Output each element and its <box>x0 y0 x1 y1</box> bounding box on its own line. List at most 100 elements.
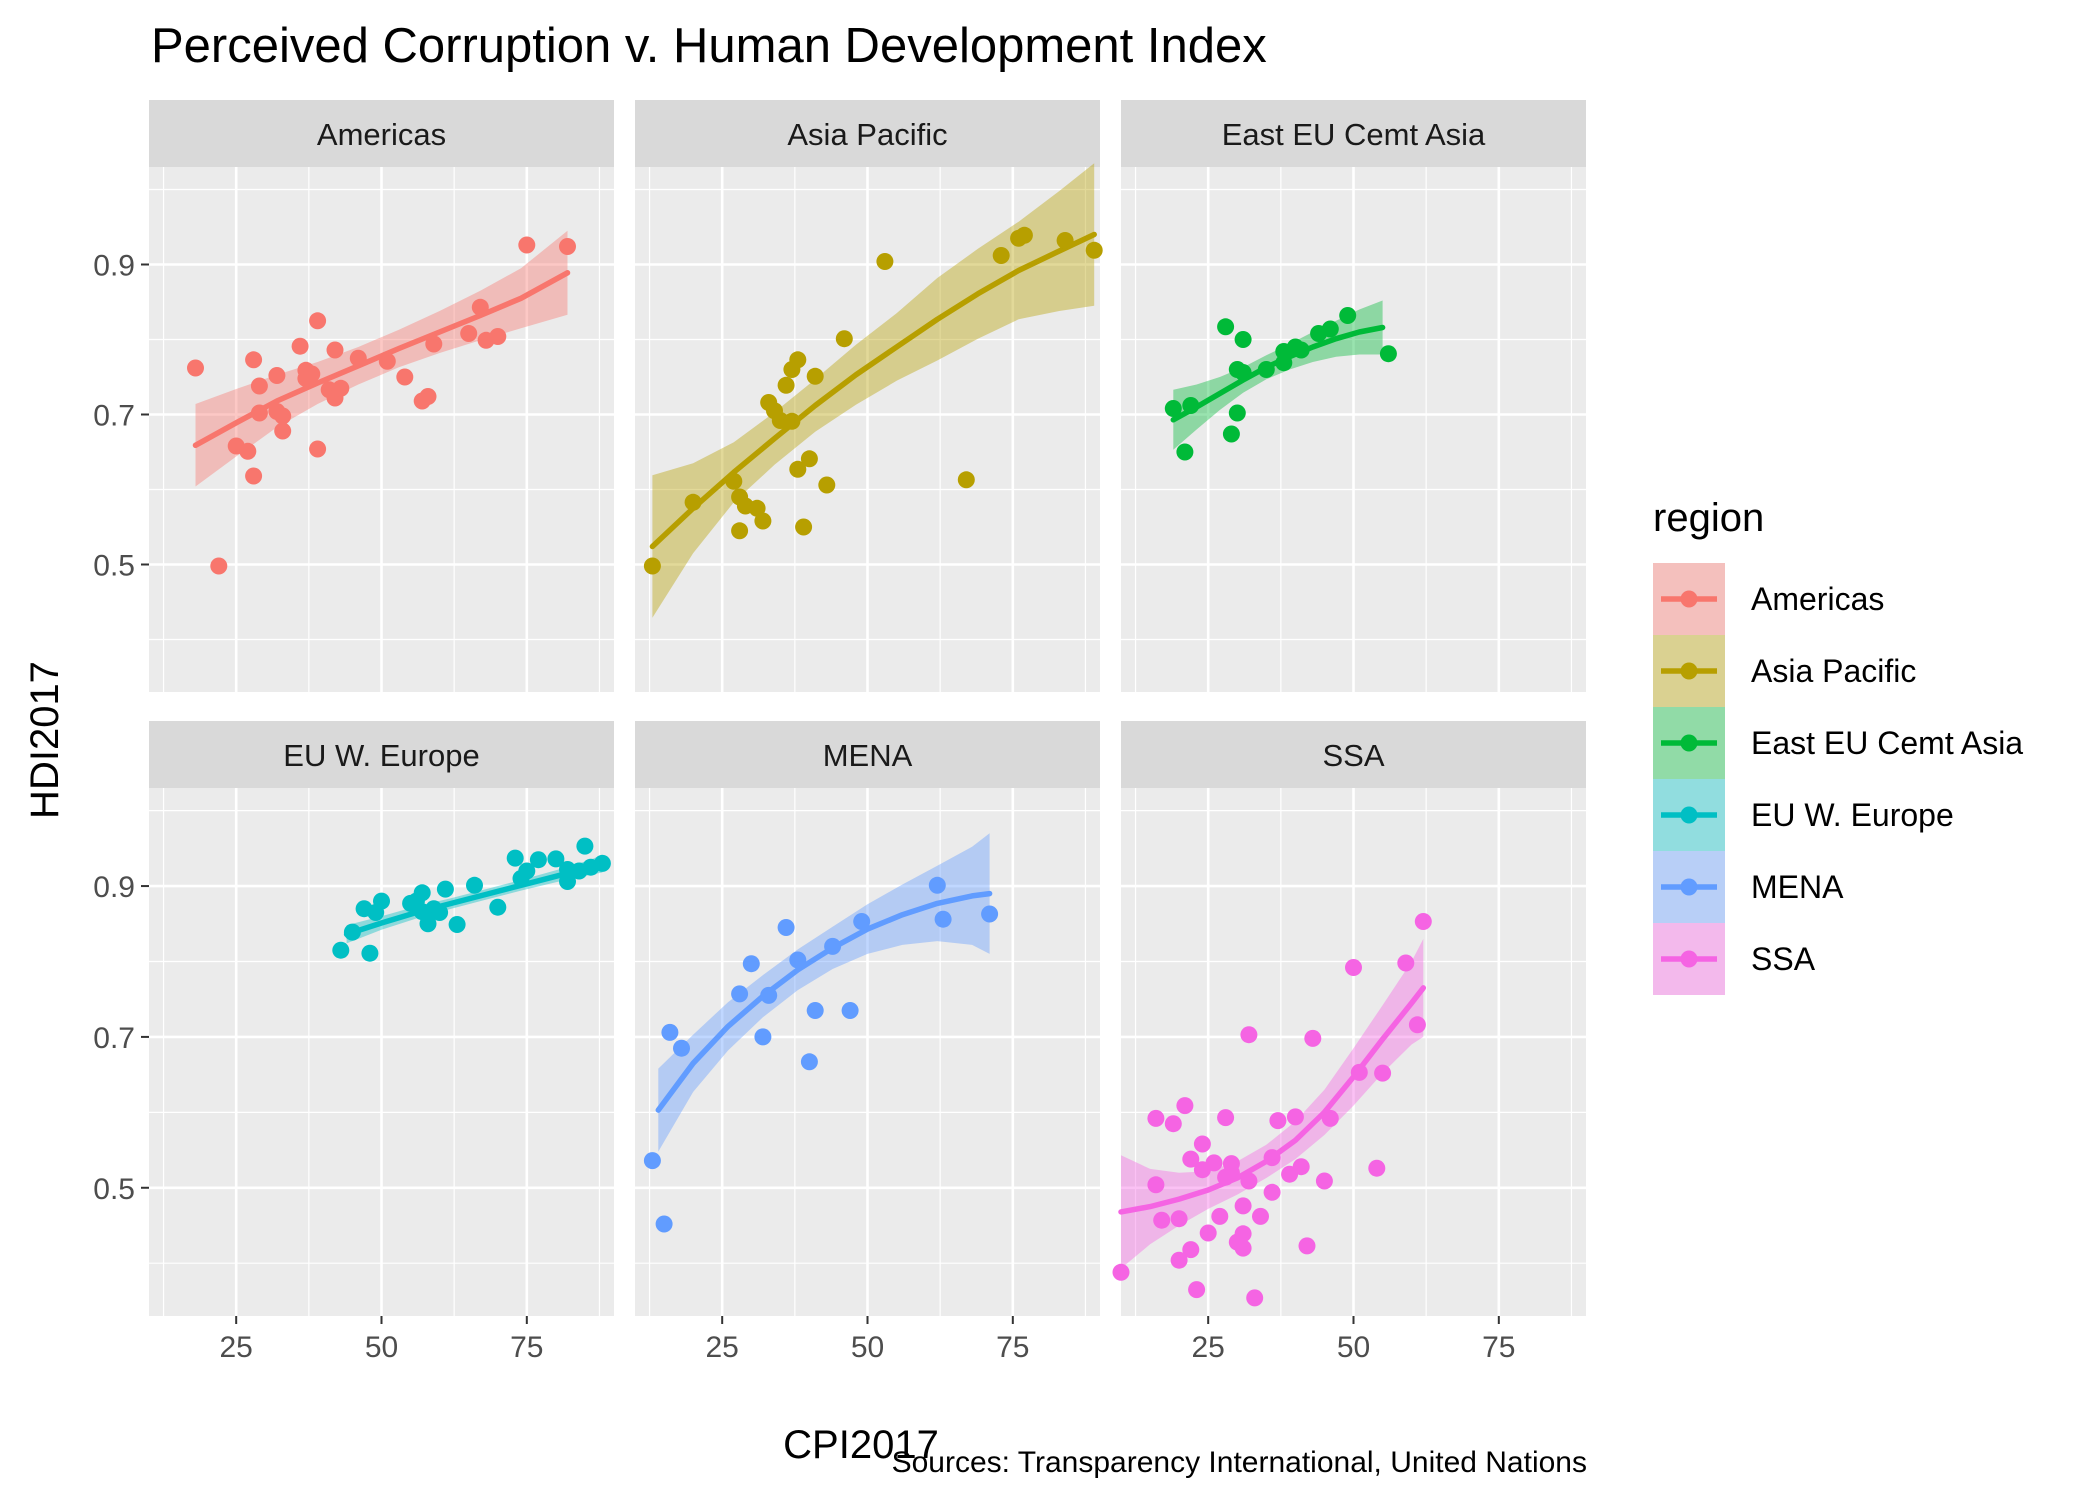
data-point <box>661 1023 679 1041</box>
facet-strip <box>635 100 1100 167</box>
data-point <box>1164 400 1182 417</box>
legend-item-mena: MENA <box>1653 851 1844 923</box>
legend-item-eu-w-europe: EU W. Europe <box>1653 779 1954 851</box>
y-tick-label: 0.7 <box>93 400 135 433</box>
data-point <box>1240 1172 1258 1190</box>
data-point <box>1217 318 1235 336</box>
data-point <box>1015 226 1033 244</box>
data-point <box>800 1053 818 1071</box>
facet-strip <box>149 100 614 167</box>
data-point <box>1222 425 1240 443</box>
data-point <box>1234 1239 1252 1257</box>
data-point <box>343 923 361 941</box>
data-point <box>1085 241 1103 259</box>
data-point <box>1304 1029 1322 1047</box>
facet-strip <box>1121 100 1586 167</box>
data-point <box>506 849 524 867</box>
confidence-band <box>652 163 1095 618</box>
data-point <box>1182 1241 1200 1259</box>
data-point <box>245 467 263 485</box>
data-point <box>309 440 327 458</box>
data-point <box>1292 1158 1310 1176</box>
x-tick-label: 25 <box>220 1331 253 1364</box>
data-point <box>789 460 807 478</box>
data-point <box>1257 361 1275 378</box>
x-tick-label: 25 <box>706 1331 739 1364</box>
legend: region Americas Asia Pacific East EU Cemt … <box>1653 496 2023 995</box>
legend-label: SSA <box>1751 941 1816 977</box>
data-point <box>559 873 576 890</box>
data-point <box>245 351 263 369</box>
data-point <box>1222 1155 1240 1173</box>
data-point <box>748 499 766 517</box>
data-point <box>1234 364 1252 381</box>
data-point <box>1147 1109 1165 1127</box>
legend-title: region <box>1653 496 1764 540</box>
data-point <box>725 472 743 490</box>
data-point <box>303 365 321 383</box>
data-point <box>1252 1207 1269 1225</box>
x-tick-label: 75 <box>1482 1331 1515 1364</box>
data-point <box>806 1002 824 1019</box>
data-point <box>436 880 454 898</box>
data-point <box>1374 1064 1392 1082</box>
data-point <box>576 837 594 855</box>
chart-title: Perceived Corruption v. Human Developmen… <box>151 19 1267 73</box>
legend-key-point <box>1680 734 1698 752</box>
data-point <box>425 335 443 353</box>
data-point <box>210 557 228 575</box>
data-point <box>806 367 824 385</box>
data-point <box>957 471 975 489</box>
data-point <box>1315 1172 1333 1190</box>
data-point <box>1199 1224 1217 1242</box>
data-point <box>742 955 760 973</box>
x-tick-label: 75 <box>510 1331 543 1364</box>
legend-item-americas: Americas <box>1653 563 1884 635</box>
data-point <box>373 892 390 910</box>
x-tick-label: 50 <box>851 1331 884 1364</box>
facet-panel-mena: MENA 25 50 75 <box>635 721 1100 1364</box>
y-tick-label: 0.9 <box>93 871 135 904</box>
facet-strip-label: EU W. Europe <box>283 738 479 773</box>
data-point <box>1153 1211 1171 1229</box>
legend-label: Asia Pacific <box>1751 653 1916 689</box>
facet-panel-americas: Americas 0.5 0.7 0.9 <box>93 100 614 692</box>
trend-line <box>1118 985 1427 1215</box>
data-point <box>754 1028 772 1046</box>
data-point <box>1298 1237 1316 1255</box>
data-point <box>460 325 478 342</box>
data-point <box>489 328 507 345</box>
legend-label: East EU Cemt Asia <box>1751 725 2023 761</box>
y-tick-label: 0.5 <box>93 550 135 583</box>
facet-strip-label: East EU Cemt Asia <box>1222 117 1486 152</box>
facet-strip-label: Asia Pacific <box>787 117 947 152</box>
x-tick-label: 50 <box>1337 1331 1370 1364</box>
data-point <box>1368 1159 1386 1177</box>
data-point <box>835 330 853 348</box>
data-point <box>789 951 807 969</box>
facet-strip <box>1121 721 1586 788</box>
data-point <box>1350 1063 1368 1081</box>
data-point <box>818 476 836 494</box>
data-point <box>332 941 350 959</box>
data-point <box>1263 1183 1281 1201</box>
data-point <box>448 916 466 933</box>
data-point <box>760 986 778 1004</box>
data-point <box>824 937 842 955</box>
data-point <box>853 913 871 930</box>
data-point <box>1292 341 1310 359</box>
data-point <box>1263 1149 1281 1167</box>
data-point <box>1147 1176 1165 1194</box>
data-point <box>876 253 894 270</box>
data-point <box>489 898 507 916</box>
data-point <box>731 522 749 540</box>
chart-caption: Sources: Transparency International, Uni… <box>892 1446 1587 1479</box>
data-point <box>349 349 367 367</box>
facet-strip-label: Americas <box>317 117 446 152</box>
data-point <box>1321 1109 1339 1127</box>
data-point <box>934 910 952 928</box>
legend-key-point <box>1680 950 1698 968</box>
legend-key-point <box>1680 878 1698 896</box>
data-point <box>841 1002 859 1019</box>
